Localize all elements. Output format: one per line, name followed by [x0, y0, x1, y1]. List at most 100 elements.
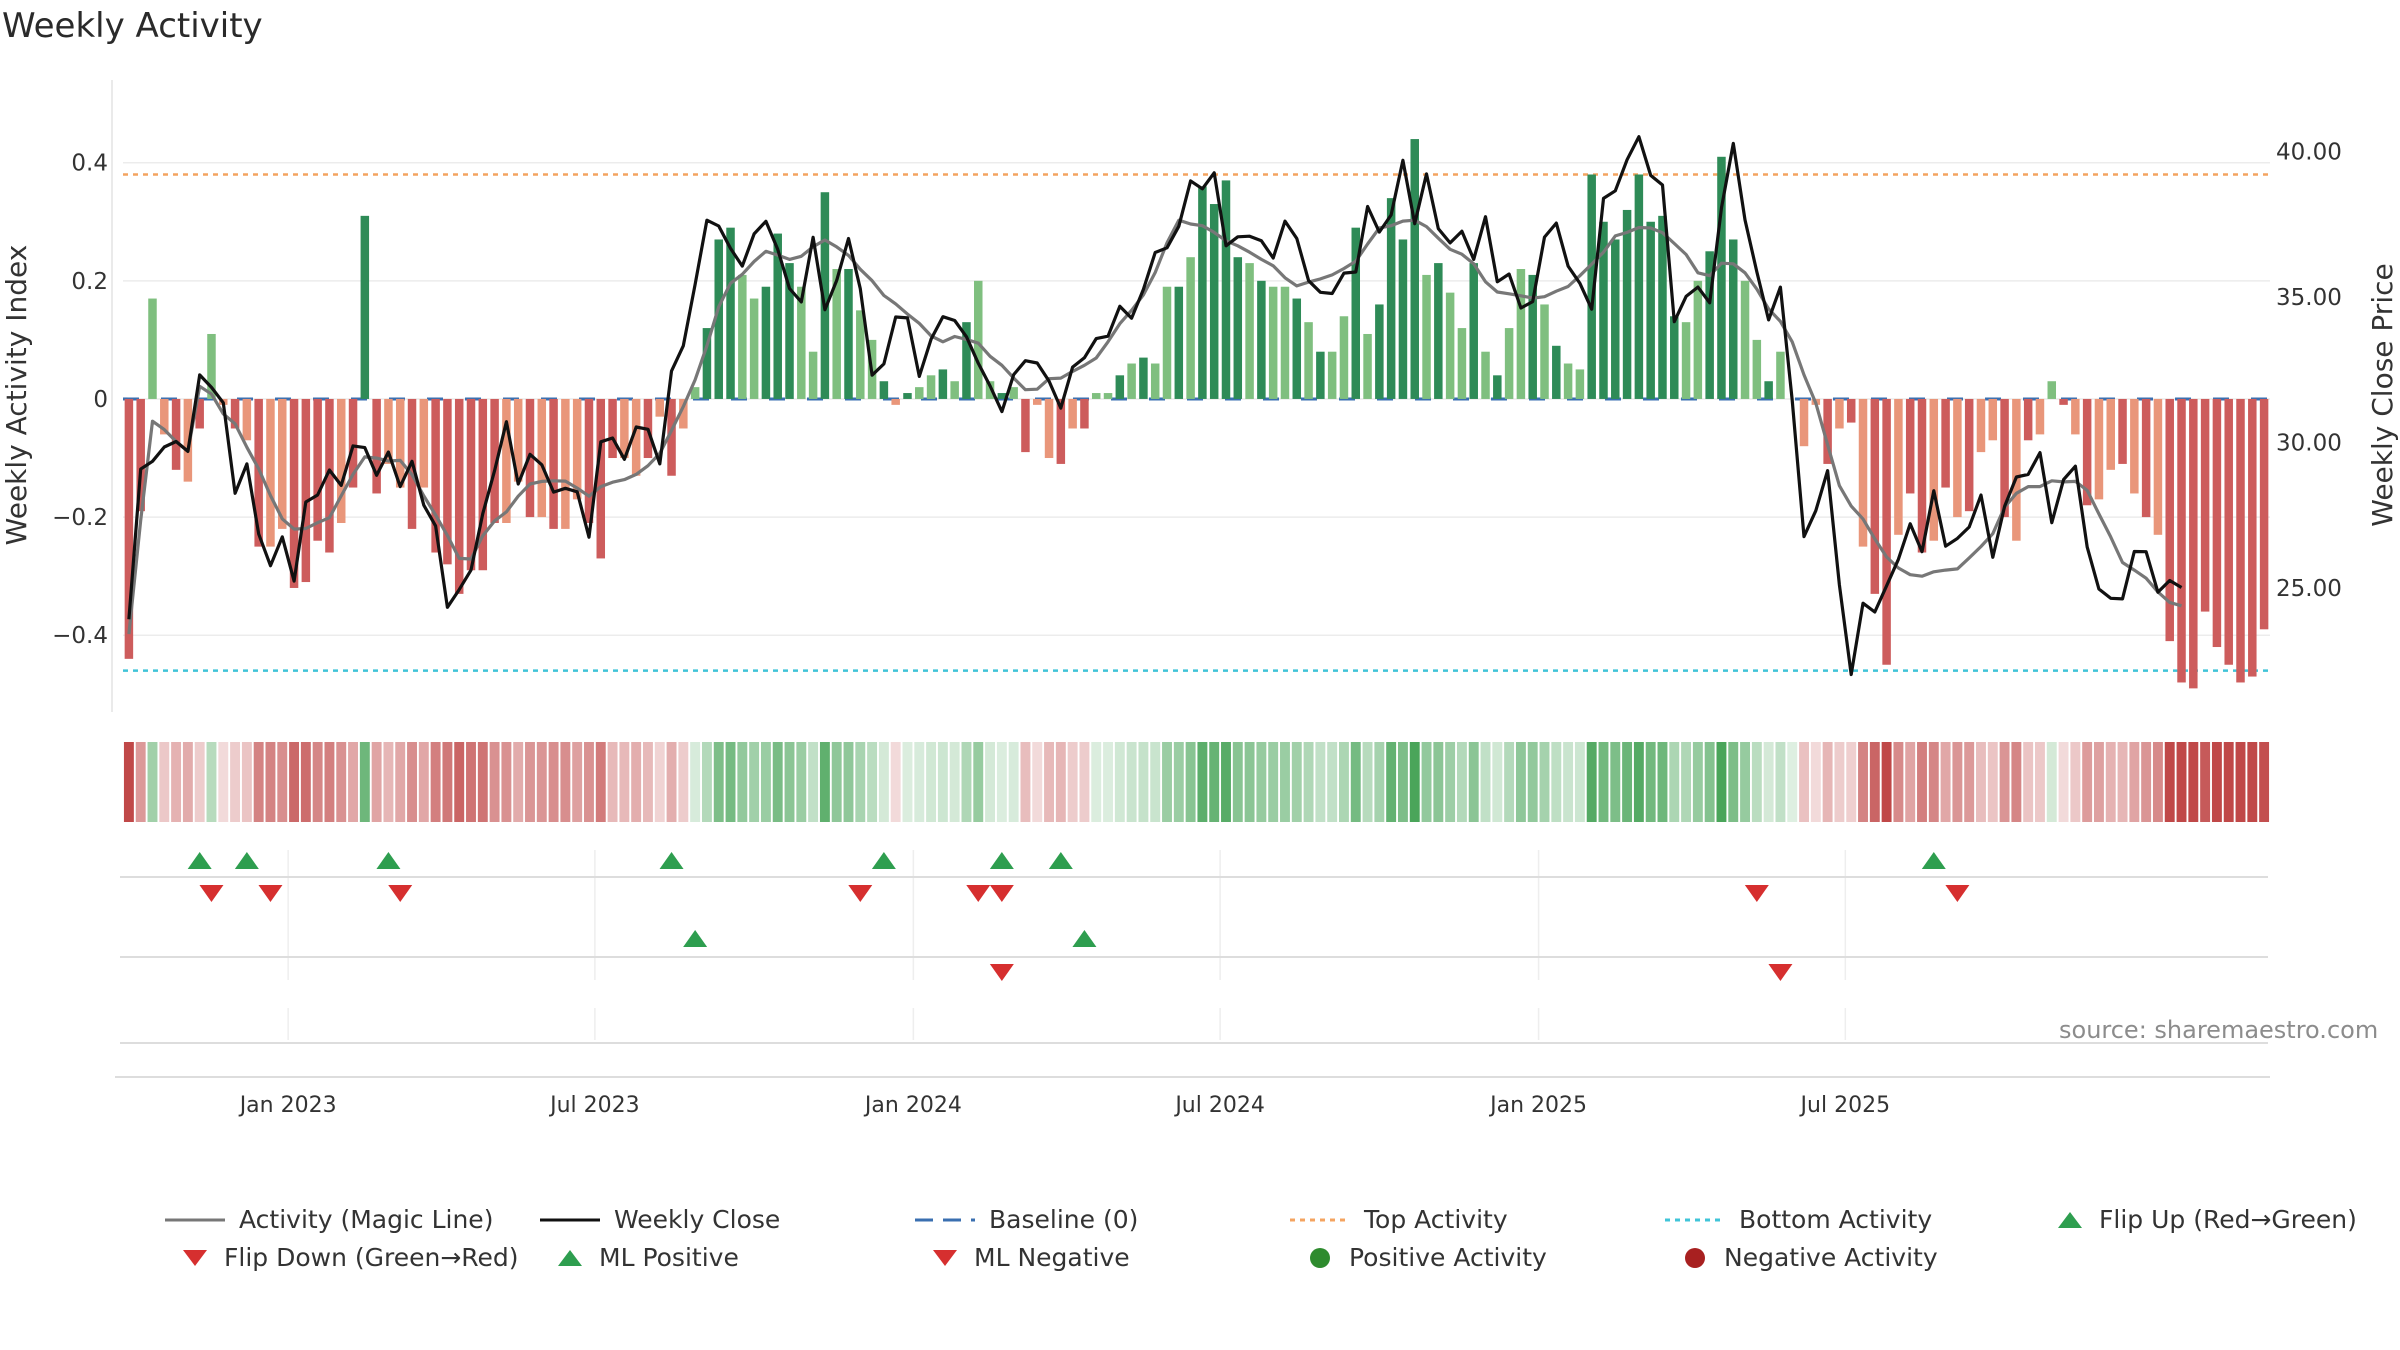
activity-bar [1150, 363, 1160, 399]
heat-cell [2188, 742, 2199, 822]
activity-bar [1587, 174, 1596, 399]
activity-bar [620, 398, 629, 459]
activity-bar [773, 233, 782, 399]
activity-bar [808, 351, 818, 399]
activity-bar [2047, 381, 2057, 399]
activity-bar [1410, 139, 1419, 399]
heat-cell [2164, 742, 2175, 822]
heat-cell [1032, 742, 1043, 822]
activity-bar [1705, 251, 1714, 399]
heat-cell [914, 742, 925, 822]
heat-cell [737, 742, 748, 822]
flip-up-marker [187, 852, 212, 869]
heat-cell [2211, 742, 2222, 822]
heat-cell [477, 742, 488, 822]
triangle-down-icon [933, 1249, 957, 1266]
activity-bar [714, 239, 723, 399]
heat-cell [2082, 742, 2093, 822]
activity-bar [950, 381, 959, 399]
activity-bar [962, 322, 971, 399]
red-dot-icon [1685, 1247, 1705, 1268]
heat-cell [619, 742, 630, 822]
heat-cell [1067, 742, 1078, 822]
heat-cell [1008, 742, 1019, 822]
gridlines [120, 161, 2270, 1044]
activity-bar [1009, 387, 1018, 399]
activity-bar [195, 398, 204, 429]
heat-cell [1539, 742, 1550, 822]
left-tick-label: 0.4 [71, 151, 108, 177]
flip-down-marker [388, 885, 413, 902]
heat-cell [1244, 742, 1255, 822]
activity-bar [1398, 239, 1408, 399]
activity-bar [879, 381, 889, 399]
heat-cell [2023, 742, 2034, 822]
heat-cell [654, 742, 665, 822]
heat-cell [2247, 742, 2258, 822]
heat-cell [1881, 742, 1892, 822]
activity-bar [2153, 398, 2163, 535]
heat-cell [1657, 742, 1668, 822]
activity-bar [2035, 398, 2045, 435]
activity-bar [1469, 263, 1478, 399]
activity-bar [1044, 398, 1054, 459]
blue-dash-icon [915, 1218, 975, 1221]
activity-bar [254, 398, 263, 547]
heat-cell [1197, 742, 1208, 822]
heat-cell [218, 742, 229, 822]
legend-label: Negative Activity [1724, 1243, 1938, 1272]
heat-cell [1138, 742, 1149, 822]
heat-cell [536, 742, 547, 822]
flip-up-marker [1048, 852, 1073, 869]
activity-bar [1221, 180, 1231, 399]
heat-cell [701, 742, 712, 822]
activity-bar [2236, 398, 2245, 683]
activity-bar [2212, 398, 2222, 648]
x-tick-label: Jul 2024 [1173, 1093, 1265, 1118]
activity-bar [1386, 198, 1396, 399]
legend-label: ML Negative [974, 1243, 1130, 1272]
heat-cell [1574, 742, 1585, 822]
heat-cell [1858, 742, 1868, 822]
heat-cell [572, 742, 583, 822]
activity-bar [844, 269, 853, 399]
activity-bar [1870, 398, 1880, 594]
activity-bar [1670, 316, 1679, 399]
activity-bar [1575, 369, 1585, 399]
x-tick-label: Jan 2023 [238, 1093, 337, 1118]
right-axis-title: Weekly Close Price [2366, 263, 2399, 526]
activity-bar [1186, 257, 1195, 399]
activity-bar [1599, 221, 1608, 399]
activity-bar [1752, 339, 1762, 399]
right-tick-label: 30.00 [2276, 430, 2342, 456]
magic-line-series [127, 218, 2182, 635]
heat-cell [1775, 742, 1786, 822]
heat-cell [713, 742, 724, 822]
heat-cell [1421, 742, 1432, 822]
activity-bar [2200, 398, 2210, 612]
activity-bar [2071, 398, 2080, 435]
heat-cell [312, 742, 323, 822]
heat-cell [666, 742, 677, 822]
activity-bars [124, 139, 2269, 689]
activity-bar [1622, 209, 1632, 399]
activity-bar [738, 274, 747, 399]
heat-cell [1079, 742, 1090, 822]
activity-bar [1858, 398, 1868, 547]
left-tick-label: 0 [93, 387, 108, 413]
heat-cell [760, 742, 771, 822]
flip-down-marker [1945, 885, 1970, 902]
legend-item-magic-line: Activity (Magic Line) [165, 1205, 493, 1234]
heat-cell [1055, 742, 1066, 822]
heat-cell [1256, 742, 1267, 822]
activity-bar [289, 398, 299, 588]
heat-cell [548, 742, 559, 822]
heat-cell [2093, 742, 2104, 822]
legend-label: Flip Up (Red→Green) [2099, 1205, 2357, 1234]
heat-cell [135, 742, 146, 822]
activity-bar [537, 398, 547, 518]
activity-bar [1375, 304, 1384, 399]
activity-bar [584, 398, 594, 523]
activity-bar [171, 398, 181, 470]
activity-bar [278, 398, 287, 529]
